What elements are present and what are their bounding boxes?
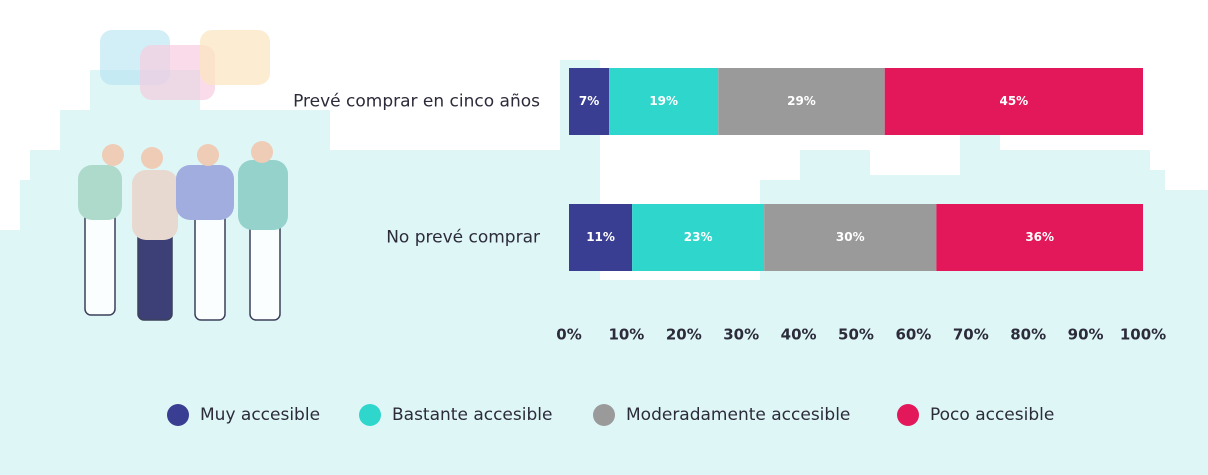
legend-swatch	[593, 404, 615, 426]
x-tick-label: 0%	[556, 326, 581, 344]
legend-swatch	[359, 404, 381, 426]
x-tick-label: 20%	[666, 326, 702, 344]
legend-label: Poco accesible	[930, 405, 1054, 425]
legend-swatch	[897, 404, 919, 426]
value-label: 45%	[999, 94, 1028, 108]
legend-label: Moderadamente accesible	[626, 405, 850, 425]
value-label: 30%	[836, 230, 865, 244]
bar-segment	[609, 68, 719, 135]
y-tick-label: No prevé comprar	[386, 228, 540, 248]
bar-segment	[764, 204, 937, 271]
x-tick-label: 50%	[838, 326, 874, 344]
bar-segment	[569, 68, 610, 135]
value-label: 29%	[787, 94, 816, 108]
x-tick-label: 100%	[1120, 326, 1166, 344]
x-tick-label: 40%	[781, 326, 817, 344]
y-tick-label: Prevé comprar en cinco años	[293, 92, 540, 112]
value-label: 11%	[586, 230, 615, 244]
value-label: 36%	[1025, 230, 1054, 244]
x-tick-label: 90%	[1068, 326, 1104, 344]
x-tick-label: 80%	[1010, 326, 1046, 344]
value-label: 23%	[684, 230, 713, 244]
legend-swatch	[167, 404, 189, 426]
bar-segment	[632, 204, 765, 271]
value-label: 19%	[649, 94, 678, 108]
x-tick-label: 10%	[608, 326, 644, 344]
illustration	[78, 30, 288, 321]
x-tick-label: 70%	[953, 326, 989, 344]
bar-segment	[569, 204, 633, 271]
bar-segment	[718, 68, 885, 135]
bar-segment	[936, 204, 1143, 271]
bar-segment	[884, 68, 1143, 135]
x-tick-label: 60%	[895, 326, 931, 344]
legend-label: Bastante accesible	[392, 405, 552, 425]
x-tick-label: 30%	[723, 326, 759, 344]
legend-label: Muy accesible	[200, 405, 320, 425]
value-label: 7%	[579, 94, 599, 108]
